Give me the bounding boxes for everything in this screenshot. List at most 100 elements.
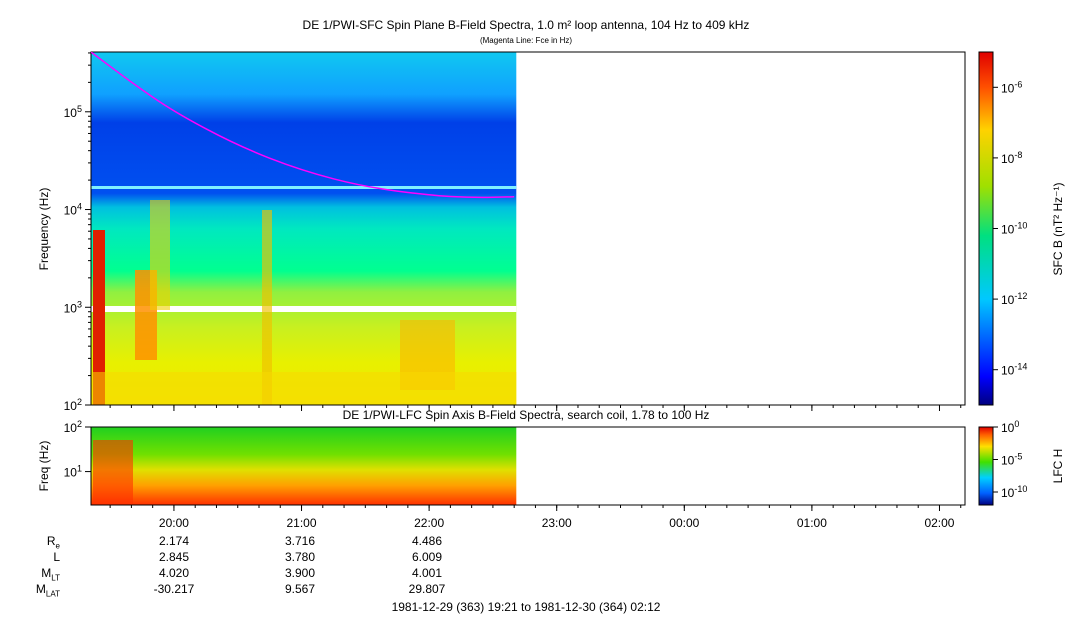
top-colorbar-tick-label-mantissa: 10	[1001, 364, 1015, 378]
ephem-label-mlt-main: M	[41, 566, 52, 580]
top-y-tick-label-mantissa: 10	[64, 106, 78, 120]
bottom-y-tick-label-mantissa: 10	[64, 466, 78, 480]
ephem-value: -30.217	[153, 582, 195, 596]
burst-yellow	[150, 200, 170, 310]
top-colorbar-tick-label: 10-12	[1001, 291, 1027, 307]
ephem-label-mlat-main: M	[35, 582, 46, 596]
top-spectrogram	[91, 52, 517, 405]
burst-yellow-2	[262, 210, 272, 405]
top-y-tick-label-exponent: 5	[77, 104, 82, 114]
top-colorbar	[978, 51, 994, 406]
ephem-label-mlt: MLT	[0, 566, 60, 582]
bottom-colorbar-tick-label-mantissa: 10	[1001, 454, 1015, 468]
ephem-label-re-main: R	[46, 534, 56, 548]
bottom-colorbar-tick-label-exponent: 0	[1014, 419, 1019, 429]
bottom-panel-frame	[90, 426, 966, 506]
time-tick-label: 23:00	[542, 516, 572, 530]
time-tick-label: 22:00	[414, 516, 444, 530]
top-colorbar-tick-label-exponent: -10	[1014, 221, 1027, 231]
top-y-tick-label-exponent: 3	[77, 299, 82, 309]
top-colorbar-tick-label-exponent: -14	[1014, 362, 1027, 372]
ephem-value: 3.780	[284, 550, 316, 564]
bottom-colorbar-tick-label-exponent: -10	[1014, 484, 1027, 494]
bottom-y-tick-label: 102	[64, 419, 82, 435]
ephem-label-mlt-sub: LT	[51, 573, 60, 583]
top-colorbar-tick-label-exponent: -12	[1014, 291, 1027, 301]
ephem-value: 4.020	[158, 566, 190, 580]
top-colorbar-tick-label: 10-14	[1001, 362, 1027, 378]
ephem-label-mlat-sub: LAT	[45, 589, 60, 599]
bottom-spectrogram	[91, 427, 517, 505]
top-colorbar-tick-label-mantissa: 10	[1001, 152, 1015, 166]
burst-red	[93, 230, 105, 405]
top-colorbar-tick-label-exponent: -6	[1014, 79, 1022, 89]
bottom-y-tick-label: 101	[64, 464, 82, 480]
date-range-footer: 1981-12-29 (363) 19:21 to 1981-12-30 (36…	[391, 600, 661, 614]
top-colorbar-label: SFC B (nT² Hz⁻¹)	[1051, 183, 1065, 276]
ephem-value: 4.486	[411, 534, 443, 548]
ephem-value: 2.174	[158, 534, 190, 548]
top-panel-frame	[90, 51, 966, 406]
top-y-tick-label-exponent: 4	[77, 202, 82, 212]
top-y-tick-label: 103	[64, 299, 82, 315]
time-tick-label: 21:00	[287, 516, 317, 530]
ephem-label-re-sub: e	[55, 541, 60, 551]
time-tick-label: 00:00	[669, 516, 699, 530]
bottom-colorbar-tick-label-exponent: -5	[1014, 452, 1022, 462]
time-axis: 20:00 21:00 22:00 23:00 00:00 01:00 02:00	[109, 405, 962, 530]
ephem-value: 29.807	[408, 582, 446, 596]
top-y-axis-label: Frequency (Hz)	[37, 188, 51, 271]
top-colorbar-tick-label: 10-8	[1001, 150, 1022, 166]
top-y-tick-label: 104	[64, 202, 82, 218]
bottom-colorbar-tick-label: 10-5	[1001, 452, 1022, 468]
bottom-colorbar-tick-label: 10-10	[1001, 484, 1027, 500]
top-y-tick-label-mantissa: 10	[64, 301, 78, 315]
top-y-tick-label-mantissa: 10	[64, 399, 78, 413]
ephem-value: 2.845	[158, 550, 190, 564]
ephem-value: 4.001	[411, 566, 443, 580]
bottom-colorbar-label: LFC H	[1051, 449, 1065, 484]
top-y-tick-label-mantissa: 10	[64, 204, 78, 218]
time-tick-label: 01:00	[797, 516, 827, 530]
bottom-burst	[93, 440, 133, 505]
bottom-y-tick-label-exponent: 2	[77, 419, 82, 429]
ephem-label-l: L	[0, 550, 60, 564]
low-freq-band	[91, 372, 517, 405]
bottom-spectrogram-fill	[91, 427, 517, 505]
ephem-value: 9.567	[284, 582, 316, 596]
fce-magenta-line	[91, 52, 515, 199]
top-y-tick-label-exponent: 2	[77, 397, 82, 407]
ephem-label-l-main: L	[53, 550, 60, 564]
top-colorbar-tick-label-mantissa: 10	[1001, 81, 1015, 95]
top-colorbar-tick-label-mantissa: 10	[1001, 293, 1015, 307]
top-colorbar-tick-label-mantissa: 10	[1001, 223, 1015, 237]
ephem-label-mlat: MLAT	[0, 582, 60, 598]
bottom-panel-title: DE 1/PWI-LFC Spin Axis B-Field Spectra, …	[342, 408, 710, 422]
bottom-y-tick-label-mantissa: 10	[64, 421, 78, 435]
time-tick-label: 20:00	[159, 516, 189, 530]
bottom-colorbar-tick-label-mantissa: 10	[1001, 421, 1015, 435]
top-y-tick-label: 105	[64, 104, 82, 120]
top-y-tick-label: 102	[64, 397, 82, 413]
bottom-colorbar	[978, 426, 994, 506]
data-gap-band	[91, 306, 517, 312]
ephem-label-re: Re	[0, 534, 60, 550]
top-panel-title: DE 1/PWI-SFC Spin Plane B-Field Spectra,…	[302, 18, 750, 32]
ephem-value: 6.009	[411, 550, 443, 564]
interference-line	[91, 186, 517, 189]
ephem-value: 3.716	[284, 534, 316, 548]
top-panel-subtitle: (Magenta Line: Fce in Hz)	[479, 36, 573, 45]
bottom-y-axis-label: Freq (Hz)	[37, 441, 51, 492]
top-colorbar-tick-label-exponent: -8	[1014, 150, 1022, 160]
top-colorbar-tick-label: 10-6	[1001, 79, 1022, 95]
bottom-colorbar-tick-label: 100	[1001, 419, 1019, 435]
ephem-value: 3.900	[284, 566, 316, 580]
bottom-colorbar-tick-label-mantissa: 10	[1001, 486, 1015, 500]
bottom-y-tick-label-exponent: 1	[77, 464, 82, 474]
top-colorbar-tick-label: 10-10	[1001, 221, 1027, 237]
